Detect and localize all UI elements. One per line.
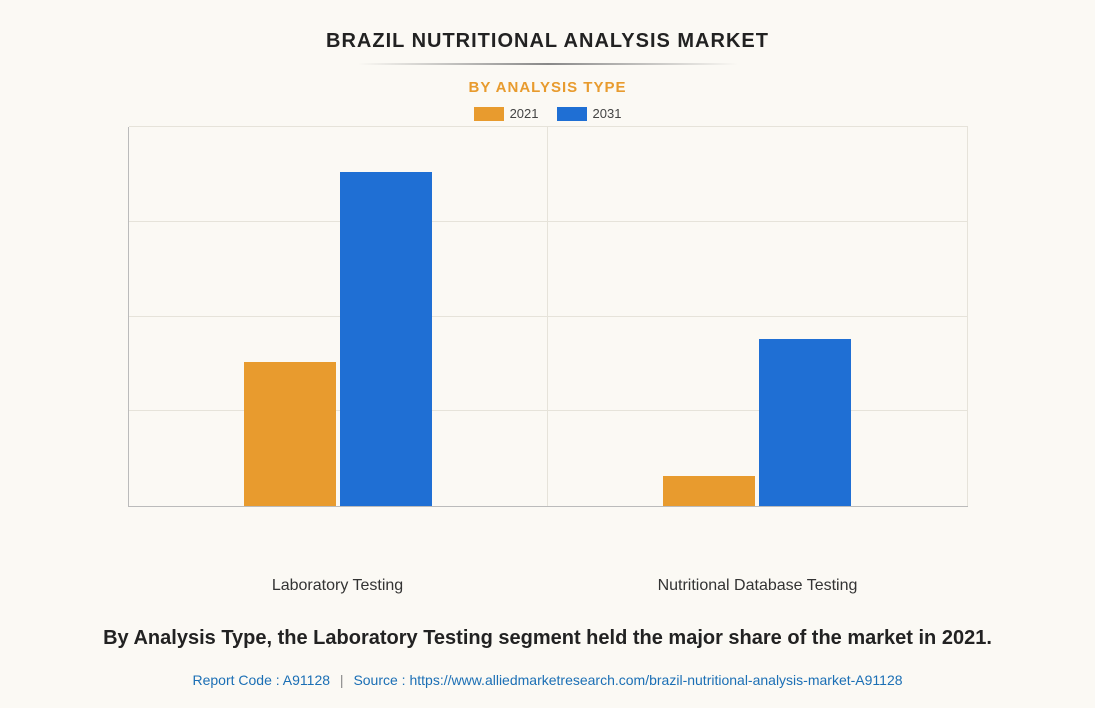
bar [244, 362, 336, 506]
chart-subtitle: BY ANALYSIS TYPE [40, 79, 1055, 96]
x-axis-labels: Laboratory Testing Nutritional Database … [128, 576, 968, 597]
source-label: Source : [353, 672, 405, 688]
legend-label: 2031 [593, 106, 622, 121]
bar-group [129, 127, 549, 506]
bar [340, 172, 432, 506]
chart-title: BRAZIL NUTRITIONAL ANALYSIS MARKET [40, 30, 1055, 53]
x-axis-label: Nutritional Database Testing [548, 576, 968, 597]
source-url: https://www.alliedmarketresearch.com/bra… [409, 672, 902, 688]
separator-icon: | [334, 672, 350, 688]
legend-item: 2031 [557, 106, 622, 121]
legend: 2021 2031 [40, 106, 1055, 121]
bar [759, 339, 851, 506]
report-code-label: Report Code : [192, 672, 279, 688]
footer: Report Code : A91128 | Source : https://… [40, 672, 1055, 688]
title-underline [358, 63, 738, 65]
report-code-value: A91128 [283, 672, 330, 688]
chart-container: BRAZIL NUTRITIONAL ANALYSIS MARKET BY AN… [0, 0, 1095, 708]
bar-group [548, 127, 968, 506]
legend-swatch-icon [474, 107, 504, 121]
summary-text: By Analysis Type, the Laboratory Testing… [80, 625, 1015, 652]
chart-area [40, 127, 1055, 568]
legend-label: 2021 [510, 106, 539, 121]
chart-plot [128, 127, 968, 507]
legend-swatch-icon [557, 107, 587, 121]
legend-item: 2021 [474, 106, 539, 121]
bar [663, 476, 755, 506]
x-axis-label: Laboratory Testing [128, 576, 548, 597]
